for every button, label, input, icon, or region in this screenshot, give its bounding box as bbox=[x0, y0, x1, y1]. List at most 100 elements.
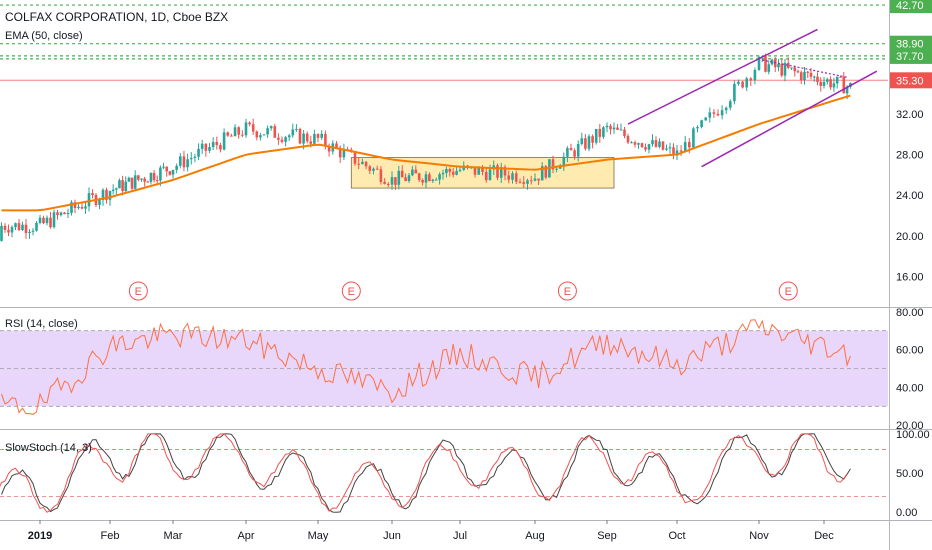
candle-body bbox=[108, 191, 112, 200]
earnings-marker bbox=[341, 281, 361, 301]
candle-body bbox=[404, 177, 407, 181]
candle-body bbox=[237, 127, 240, 135]
candle-body bbox=[499, 167, 503, 178]
candle-body bbox=[400, 170, 404, 178]
candle-body bbox=[481, 167, 484, 172]
candle-body bbox=[17, 223, 21, 230]
candle-body bbox=[672, 147, 675, 156]
candle-body bbox=[605, 125, 609, 128]
x-tick-label: Jul bbox=[453, 530, 467, 542]
candle-body bbox=[159, 167, 162, 181]
candle-body bbox=[626, 135, 630, 143]
price-level-tag bbox=[890, 0, 932, 14]
stoch-tick-label: 100.00 bbox=[896, 429, 930, 441]
candle-body bbox=[845, 86, 849, 94]
candle-body bbox=[338, 147, 342, 158]
earnings-marker-label: E bbox=[348, 286, 355, 298]
price-level-tag bbox=[890, 47, 932, 64]
x-tick-label: Mar bbox=[164, 530, 183, 542]
candle-body bbox=[445, 169, 448, 173]
x-tick-label: Apr bbox=[237, 530, 254, 542]
candle-body bbox=[280, 139, 284, 142]
candle-body bbox=[7, 229, 10, 233]
candle-body bbox=[105, 189, 108, 200]
candle-body bbox=[335, 143, 338, 148]
candle-body bbox=[503, 167, 507, 176]
candle-body bbox=[777, 63, 780, 68]
candle-body bbox=[637, 143, 640, 145]
candle-body bbox=[219, 145, 222, 150]
candle-body bbox=[45, 217, 49, 224]
candle-body bbox=[584, 138, 587, 149]
x-tick-label: Feb bbox=[101, 530, 120, 542]
candle-body bbox=[729, 101, 732, 108]
candle-body bbox=[767, 64, 771, 72]
candle-body bbox=[137, 175, 140, 180]
x-tick-label: 2019 bbox=[28, 530, 52, 542]
earnings-marker bbox=[778, 281, 798, 301]
candle-body bbox=[269, 126, 273, 129]
candle-body bbox=[87, 193, 91, 207]
candle-body bbox=[28, 231, 31, 233]
candle-body bbox=[146, 181, 150, 183]
candle-body bbox=[683, 142, 687, 152]
candle-body bbox=[262, 134, 266, 136]
candle-body bbox=[130, 177, 134, 189]
candle-body bbox=[251, 124, 255, 132]
candle-body bbox=[162, 166, 165, 168]
candle-body bbox=[623, 129, 626, 136]
candle-body bbox=[115, 188, 118, 190]
candle-body bbox=[842, 76, 846, 94]
candle-body bbox=[514, 173, 518, 182]
candle-body bbox=[616, 127, 619, 130]
candle-body bbox=[428, 174, 431, 182]
rsi-tick-label: 80.00 bbox=[896, 307, 924, 319]
candle-body bbox=[379, 169, 383, 182]
candle-body bbox=[364, 161, 368, 167]
candle-body bbox=[661, 141, 665, 150]
candle-body bbox=[720, 110, 724, 116]
price-tick-label: 24.00 bbox=[896, 190, 924, 202]
last-price-tag bbox=[890, 72, 932, 89]
price-level-label: 42.70 bbox=[896, 0, 924, 12]
candle-body bbox=[522, 182, 526, 184]
candle-body bbox=[484, 171, 488, 181]
candle-body bbox=[609, 125, 612, 130]
x-tick-label: Jun bbox=[383, 530, 401, 542]
candle-body bbox=[566, 148, 569, 157]
candle-body bbox=[10, 227, 14, 233]
candle-body bbox=[375, 168, 379, 170]
candle-body bbox=[287, 135, 291, 138]
candle-body bbox=[458, 169, 462, 171]
candle-body bbox=[700, 120, 703, 127]
candle-body bbox=[298, 128, 302, 144]
candle-body bbox=[764, 56, 767, 72]
candle-body bbox=[594, 128, 598, 143]
stoch-k-line bbox=[1, 433, 851, 513]
candle-body bbox=[324, 133, 327, 147]
candle-body bbox=[712, 112, 716, 114]
candle-body bbox=[612, 127, 616, 130]
candle-body bbox=[640, 143, 644, 148]
candle-body bbox=[551, 159, 555, 170]
candle-body bbox=[434, 179, 438, 181]
candle-body bbox=[733, 83, 736, 102]
candle-body bbox=[668, 147, 672, 149]
candle-body bbox=[438, 174, 441, 180]
candle-body bbox=[737, 81, 740, 84]
candle-body bbox=[675, 150, 679, 156]
candle-body bbox=[295, 128, 298, 130]
candle-body bbox=[753, 69, 757, 81]
candle-body bbox=[305, 133, 309, 142]
candle-body bbox=[155, 180, 159, 182]
candle-body bbox=[383, 181, 386, 184]
candle-body bbox=[233, 127, 237, 137]
earnings-marker-label: E bbox=[564, 286, 571, 298]
price-tick-label: 28.00 bbox=[896, 150, 924, 162]
x-tick-label: Sep bbox=[597, 530, 617, 542]
candle-body bbox=[31, 230, 35, 232]
candle-body bbox=[66, 212, 70, 215]
candle-body bbox=[230, 135, 233, 137]
